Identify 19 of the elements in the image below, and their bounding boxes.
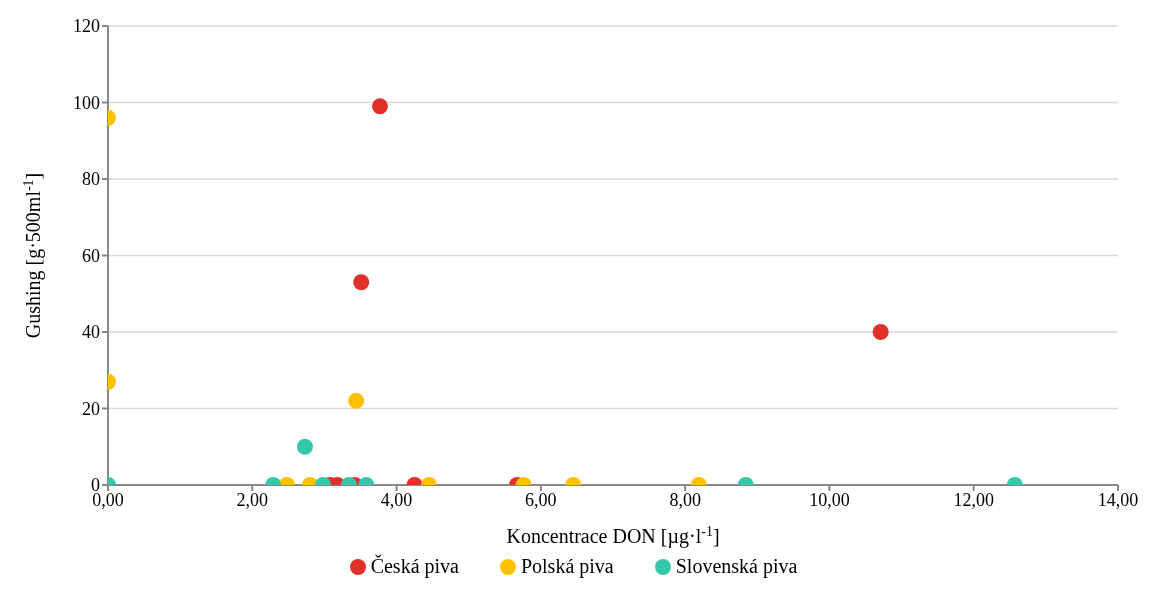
x-tick-label: 4,00 (380, 489, 413, 510)
x-tick-label: 6,00 (525, 489, 557, 510)
legend-label: Česká piva (370, 555, 459, 578)
legend-label: Polská piva (520, 555, 614, 578)
x-tick-label: 10,00 (809, 489, 850, 510)
y-tick-label: 40 (82, 322, 100, 343)
y-tick-label: 20 (82, 398, 100, 419)
legend-label: Slovenská piva (675, 555, 798, 578)
y-tick-label: 100 (73, 92, 100, 113)
point (353, 274, 370, 291)
x-tick-label: 12,00 (953, 489, 994, 510)
x-tick-label: 2,00 (236, 489, 269, 510)
y-tick-label: 60 (82, 245, 100, 266)
y-tick-label: 120 (73, 16, 100, 37)
point (371, 98, 388, 115)
x-tick-label: 8,00 (669, 489, 701, 510)
x-axis-title: Koncentrace DON [µg·l$^{-1}$] (506, 523, 720, 548)
x-tick-label: 14,00 (1097, 489, 1139, 510)
y-tick-label: 80 (82, 169, 100, 190)
